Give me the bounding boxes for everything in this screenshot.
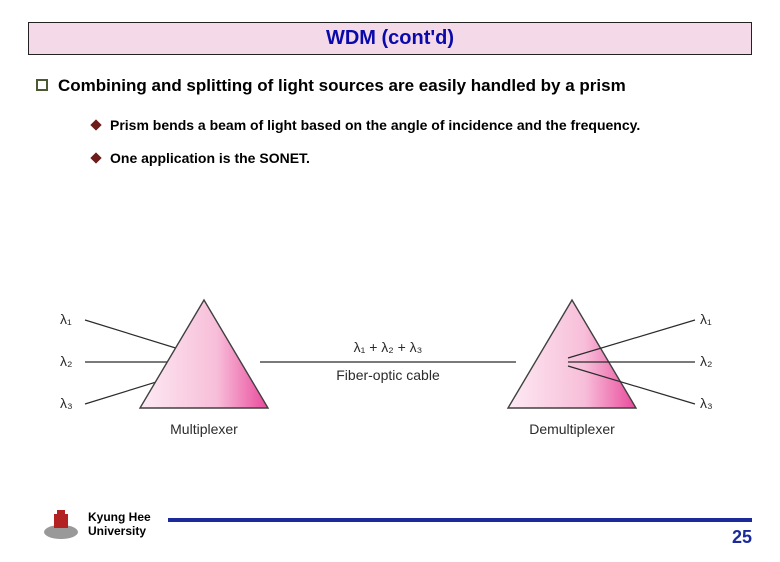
diamond-bullet-icon [90,119,101,130]
sub-bullet-list: Prism bends a beam of light based on the… [92,116,744,168]
diamond-bullet-icon [90,152,101,163]
multiplexer-prism [140,300,268,408]
lambda-right-1: λ₁ [700,311,712,327]
slide-title: WDM (cont'd) [326,27,454,49]
demultiplexer-label: Demultiplexer [529,421,615,437]
footer-divider [168,518,752,522]
content-area: Combining and splitting of light sources… [0,55,780,168]
main-bullet-row: Combining and splitting of light sources… [36,75,744,98]
sub-bullet-text: One application is the SONET. [110,149,310,168]
sub-bullet-text: Prism bends a beam of light based on the… [110,116,640,135]
sub-bullet-row: Prism bends a beam of light based on the… [92,116,744,135]
page-number: 25 [732,527,752,548]
university-line2: University [88,524,151,538]
square-bullet-icon [36,79,48,91]
university-line1: Kyung Hee [88,510,151,524]
university-name: Kyung Hee University [88,510,151,539]
sub-bullet-row: One application is the SONET. [92,149,744,168]
demultiplexer-prism [508,300,636,408]
slide-title-bar: WDM (cont'd) [28,22,752,55]
university-logo-icon [42,508,80,540]
lambda-right-3: λ₃ [700,395,713,411]
cable-label-top: λ₁ + λ₂ + λ₃ [354,339,423,355]
lambda-left-3: λ₃ [60,395,73,411]
lambda-left-2: λ₂ [60,353,72,369]
main-bullet-text: Combining and splitting of light sources… [58,75,626,98]
multiplexer-label: Multiplexer [170,421,238,437]
wdm-diagram: λ₁ λ₂ λ₃ λ₁ λ₂ λ₃ λ₁ + λ₂ + λ₃ Fiber-opt… [60,290,720,465]
lambda-left-1: λ₁ [60,311,72,327]
cable-label-bottom: Fiber-optic cable [336,367,440,383]
lambda-right-2: λ₂ [700,353,712,369]
slide-footer: Kyung Hee University 25 [0,502,780,548]
